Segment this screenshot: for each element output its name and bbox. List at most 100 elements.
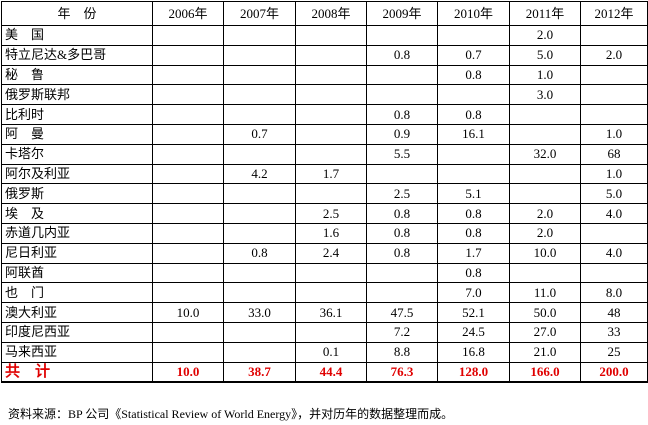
- value-cell: [295, 84, 367, 106]
- country-cell: 美 国: [1, 25, 153, 46]
- country-cell: 马来西亚: [1, 341, 153, 363]
- value-cell: [437, 25, 510, 46]
- value-cell: [223, 44, 296, 66]
- value-cell: [366, 163, 438, 185]
- value-cell: [295, 123, 367, 145]
- value-cell: 10.0: [509, 242, 581, 264]
- value-cell: 47.5: [366, 302, 438, 323]
- country-cell: 印度尼西亚: [1, 321, 153, 343]
- value-cell: 1.7: [437, 242, 510, 264]
- value-cell: [223, 341, 296, 363]
- value-cell: [223, 25, 296, 46]
- value-cell: 2.0: [509, 203, 581, 224]
- value-cell: [152, 282, 224, 304]
- value-cell: 0.8: [437, 262, 510, 284]
- value-cell: 24.5: [437, 321, 510, 343]
- table-row: 马来西亚 0.1 8.8 16.8 21.0 25: [1, 341, 648, 363]
- value-cell: 68: [580, 143, 648, 165]
- value-cell: [152, 262, 224, 284]
- value-cell: 0.8: [437, 203, 510, 224]
- country-cell: 阿联酋: [1, 262, 153, 284]
- total-row: 共 计 10.0 38.7 44.4 76.3 128.0 166.0 200.0: [1, 361, 648, 384]
- value-cell: 4.0: [580, 203, 648, 224]
- column-header-year: 2011年: [509, 1, 581, 26]
- table-row: 俄罗斯联邦 3.0: [1, 84, 648, 106]
- value-cell: 38.7: [223, 361, 296, 384]
- table-row: 卡塔尔 5.5 32.0 68: [1, 143, 648, 165]
- column-header-label: 年 份: [1, 1, 153, 26]
- value-cell: 2.5: [366, 183, 438, 205]
- value-cell: 0.8: [437, 222, 510, 244]
- value-cell: [580, 222, 648, 244]
- value-cell: [223, 321, 296, 343]
- value-cell: 0.1: [295, 341, 367, 363]
- value-cell: 33.0: [223, 302, 296, 323]
- value-cell: [509, 163, 581, 185]
- value-cell: 36.1: [295, 302, 367, 323]
- value-cell: [295, 321, 367, 343]
- value-cell: 27.0: [509, 321, 581, 343]
- value-cell: [223, 282, 296, 304]
- value-cell: 11.0: [509, 282, 581, 304]
- value-cell: 25: [580, 341, 648, 363]
- table-row: 特立尼达&多巴哥 0.8 0.7 5.0 2.0: [1, 44, 648, 66]
- country-cell: 卡塔尔: [1, 143, 153, 165]
- value-cell: [580, 84, 648, 106]
- value-cell: [366, 25, 438, 46]
- value-cell: 1.0: [580, 123, 648, 145]
- value-cell: [580, 25, 648, 46]
- value-cell: 166.0: [509, 361, 581, 384]
- value-cell: 0.8: [366, 203, 438, 224]
- value-cell: 3.0: [509, 84, 581, 106]
- value-cell: [295, 64, 367, 86]
- value-cell: [223, 262, 296, 284]
- value-cell: [152, 84, 224, 106]
- country-cell: 比利时: [1, 104, 153, 125]
- table-row: 比利时 0.8 0.8: [1, 104, 648, 125]
- value-cell: 200.0: [580, 361, 648, 384]
- country-cell: 秘 鲁: [1, 64, 153, 86]
- country-cell: 尼日利亚: [1, 242, 153, 264]
- value-cell: [223, 143, 296, 165]
- value-cell: 0.8: [366, 104, 438, 125]
- value-cell: [295, 262, 367, 284]
- country-cell: 阿尔及利亚: [1, 163, 153, 185]
- value-cell: 16.8: [437, 341, 510, 363]
- country-cell: 特立尼达&多巴哥: [1, 44, 153, 66]
- table-row: 赤道几内亚 1.6 0.8 0.8 2.0: [1, 222, 648, 244]
- value-cell: 32.0: [509, 143, 581, 165]
- value-cell: [152, 183, 224, 205]
- country-cell: 也 门: [1, 282, 153, 304]
- value-cell: 8.8: [366, 341, 438, 363]
- column-header-year: 2009年: [366, 1, 438, 26]
- value-cell: [223, 64, 296, 86]
- table-row: 俄罗斯 2.5 5.1 5.0: [1, 183, 648, 205]
- country-cell: 澳大利亚: [1, 302, 153, 323]
- value-cell: [509, 183, 581, 205]
- value-cell: 2.0: [580, 44, 648, 66]
- value-cell: [580, 64, 648, 86]
- value-cell: 8.0: [580, 282, 648, 304]
- value-cell: 0.8: [437, 104, 510, 125]
- value-cell: [295, 44, 367, 66]
- value-cell: [223, 84, 296, 106]
- value-cell: 0.7: [437, 44, 510, 66]
- value-cell: [295, 25, 367, 46]
- value-cell: [509, 262, 581, 284]
- value-cell: [152, 123, 224, 145]
- value-cell: [152, 222, 224, 244]
- table-row: 美 国 2.0: [1, 25, 648, 46]
- value-cell: 1.0: [580, 163, 648, 185]
- value-cell: [152, 64, 224, 86]
- value-cell: 10.0: [152, 302, 224, 323]
- value-cell: 52.1: [437, 302, 510, 323]
- table-row: 阿联酋 0.8: [1, 262, 648, 284]
- column-header-year: 2012年: [580, 1, 648, 26]
- value-cell: 7.0: [437, 282, 510, 304]
- table-row: 印度尼西亚 7.2 24.5 27.0 33: [1, 321, 648, 343]
- value-cell: 5.5: [366, 143, 438, 165]
- value-cell: [366, 262, 438, 284]
- lng-export-table: 年 份 2006年 2007年 2008年 2009年 2010年 2011年 2012年 美…: [1, 1, 648, 384]
- value-cell: [152, 321, 224, 343]
- value-cell: 0.8: [366, 242, 438, 264]
